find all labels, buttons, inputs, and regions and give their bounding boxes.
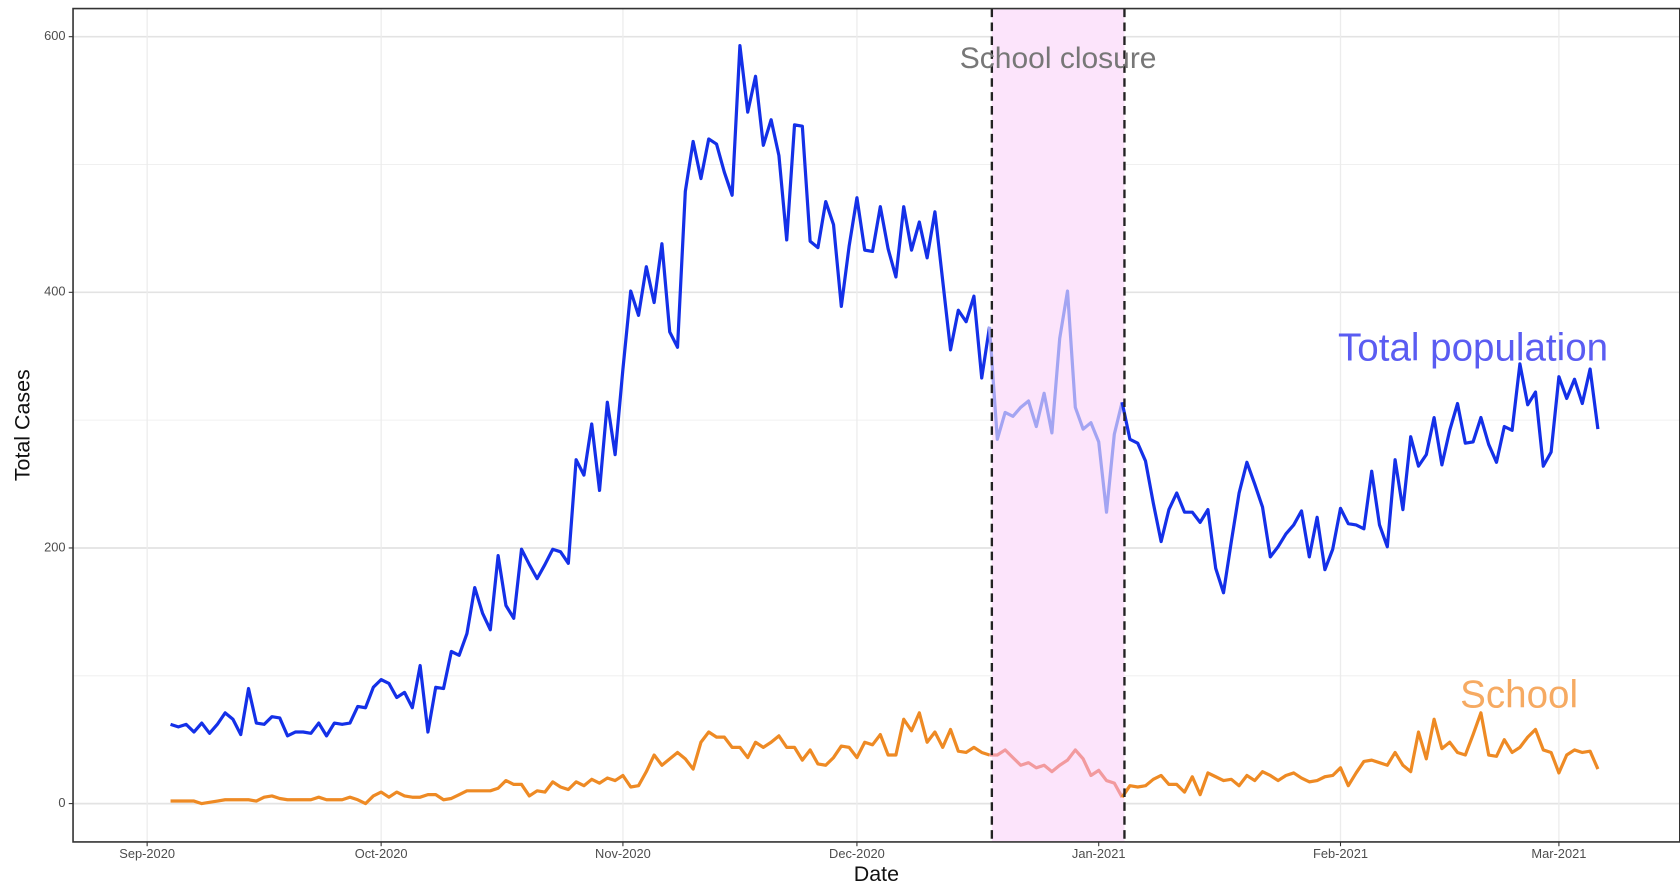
x-tick-label: Dec-2020 xyxy=(829,846,885,861)
y-tick-label: 400 xyxy=(44,284,65,299)
x-tick-label: Nov-2020 xyxy=(595,846,651,861)
series-line xyxy=(987,289,1124,514)
x-tick-label: Jan-2021 xyxy=(1072,846,1126,861)
series-label: School xyxy=(1460,674,1578,717)
series-line xyxy=(170,44,992,738)
series-label: Total population xyxy=(1338,326,1608,369)
y-tick-label: 600 xyxy=(44,28,65,43)
closure-band xyxy=(991,8,1125,842)
y-axis-label: Total Cases xyxy=(10,369,34,481)
series-line xyxy=(989,748,1124,798)
x-tick-label: Mar-2021 xyxy=(1531,846,1586,861)
x-tick-label: Sep-2020 xyxy=(119,846,175,861)
series-line xyxy=(170,711,991,806)
plot-frame xyxy=(72,7,1680,843)
closure-label: School closure xyxy=(960,42,1157,75)
x-axis-label: Date xyxy=(854,862,899,886)
x-tick-label: Feb-2021 xyxy=(1313,846,1368,861)
x-tick-label: Oct-2020 xyxy=(355,846,408,861)
series-line xyxy=(1120,711,1600,799)
series-line xyxy=(1120,362,1600,595)
y-tick-label: 0 xyxy=(58,795,65,810)
y-tick-label: 200 xyxy=(44,539,65,554)
